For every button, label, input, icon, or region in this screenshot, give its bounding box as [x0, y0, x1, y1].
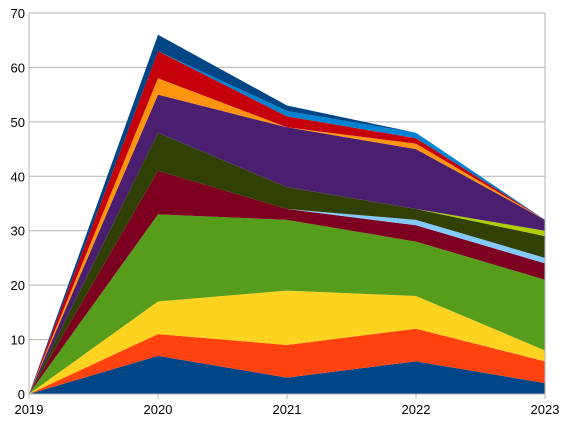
area-series-4: [29, 214, 545, 394]
y-tick-label: 30: [11, 224, 25, 239]
y-tick-label: 40: [11, 169, 25, 184]
x-tick-label: 2022: [402, 402, 431, 417]
area-series-1: [29, 355, 545, 394]
area-series-13: [29, 34, 545, 395]
label-layer: 0 10 20 30 40 50 60 70 2019 2020 2021 2022 2023: [11, 6, 560, 417]
area-series-11: [29, 51, 545, 394]
x-tick-label: 2021: [273, 402, 302, 417]
y-tick-label: 20: [11, 278, 25, 293]
area-series-12: [29, 51, 545, 394]
y-tick-label: 0: [18, 387, 25, 402]
y-tick-label: 60: [11, 60, 25, 75]
y-tick-label: 10: [11, 333, 25, 348]
area-series-2: [29, 328, 545, 394]
area-series-9: [29, 94, 545, 394]
x-tick-label: 2020: [144, 402, 173, 417]
y-tick-label: 50: [11, 115, 25, 130]
area-series-3: [29, 290, 545, 394]
axis-layer: [28, 13, 546, 399]
x-tick-label: 2019: [15, 402, 44, 417]
area-series-5: [29, 170, 545, 394]
area-layer: [29, 34, 545, 395]
y-tick-label: 70: [11, 6, 25, 21]
x-tick-label: 2023: [531, 402, 560, 417]
